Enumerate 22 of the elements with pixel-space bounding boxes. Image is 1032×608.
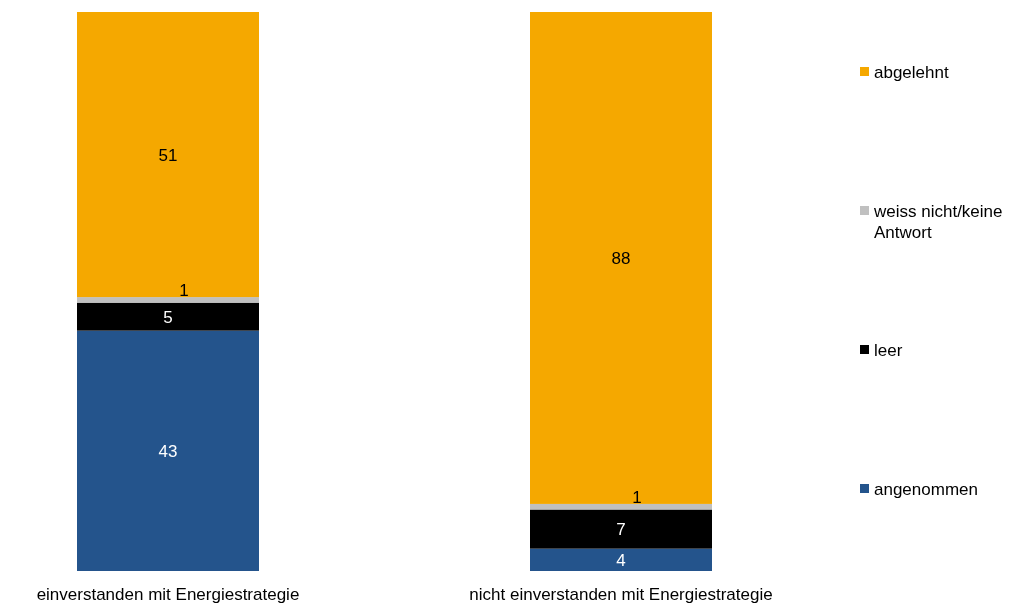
legend-label: angenommen bbox=[874, 480, 978, 499]
legend-label: abgelehnt bbox=[874, 63, 949, 82]
bar bbox=[77, 297, 259, 303]
data-label: 5 bbox=[163, 307, 173, 327]
bar bbox=[530, 548, 712, 571]
bar bbox=[530, 509, 712, 549]
bar bbox=[530, 12, 712, 504]
bar bbox=[77, 12, 259, 298]
bar bbox=[530, 503, 712, 510]
x-tick-label: nicht einverstanden mit Energiestrategie bbox=[469, 585, 773, 604]
bar bbox=[77, 330, 259, 571]
data-label: 1 bbox=[632, 487, 642, 507]
data-label: 7 bbox=[616, 520, 626, 540]
legend-label: weiss nicht/keine Antwort bbox=[873, 202, 1003, 242]
bar bbox=[77, 302, 259, 331]
data-label: 1 bbox=[179, 281, 189, 301]
x-tick-label: einverstanden mit Energiestrategie bbox=[36, 585, 300, 604]
data-label: 51 bbox=[158, 145, 178, 165]
data-label: 43 bbox=[158, 441, 178, 461]
legend-label: leer bbox=[874, 341, 903, 360]
data-label: 4 bbox=[616, 550, 626, 570]
data-label: 88 bbox=[611, 248, 631, 268]
